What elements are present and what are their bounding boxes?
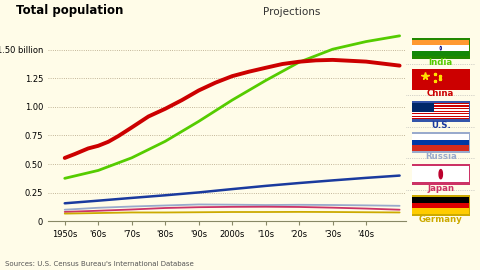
Text: Sources: U.S. Census Bureau's International Database: Sources: U.S. Census Bureau's Internatio… xyxy=(5,261,193,267)
Bar xyxy=(412,114,469,116)
Bar xyxy=(412,113,469,114)
Bar xyxy=(412,140,469,145)
Bar xyxy=(412,104,469,106)
Bar xyxy=(412,38,470,59)
Text: Total population: Total population xyxy=(16,4,123,17)
Text: Russia: Russia xyxy=(425,152,456,161)
Bar xyxy=(412,40,469,45)
Bar xyxy=(412,103,434,112)
Text: Germany: Germany xyxy=(419,215,463,224)
Bar xyxy=(412,109,469,110)
Bar xyxy=(412,69,470,90)
Text: China: China xyxy=(427,89,455,98)
Bar xyxy=(412,118,469,119)
Text: Japan: Japan xyxy=(427,184,454,193)
Bar xyxy=(412,195,470,216)
Bar xyxy=(412,107,469,108)
Bar xyxy=(412,101,470,122)
Bar xyxy=(412,112,469,113)
Bar xyxy=(412,103,469,104)
Bar xyxy=(412,117,469,118)
Bar xyxy=(412,108,469,109)
Bar xyxy=(412,134,469,140)
Bar xyxy=(412,145,469,151)
Bar xyxy=(412,110,469,112)
Circle shape xyxy=(439,170,443,179)
Bar xyxy=(412,203,469,208)
Bar xyxy=(412,45,469,51)
Bar xyxy=(412,166,469,182)
Bar xyxy=(412,72,469,88)
Bar xyxy=(412,132,470,153)
Bar xyxy=(412,164,470,185)
Bar xyxy=(412,116,469,117)
Text: U.S.: U.S. xyxy=(431,121,451,130)
Bar xyxy=(412,106,469,107)
Bar xyxy=(412,197,469,203)
Text: India: India xyxy=(429,58,453,67)
Bar xyxy=(412,208,469,214)
Bar xyxy=(412,51,469,56)
Text: Projections: Projections xyxy=(263,7,320,17)
